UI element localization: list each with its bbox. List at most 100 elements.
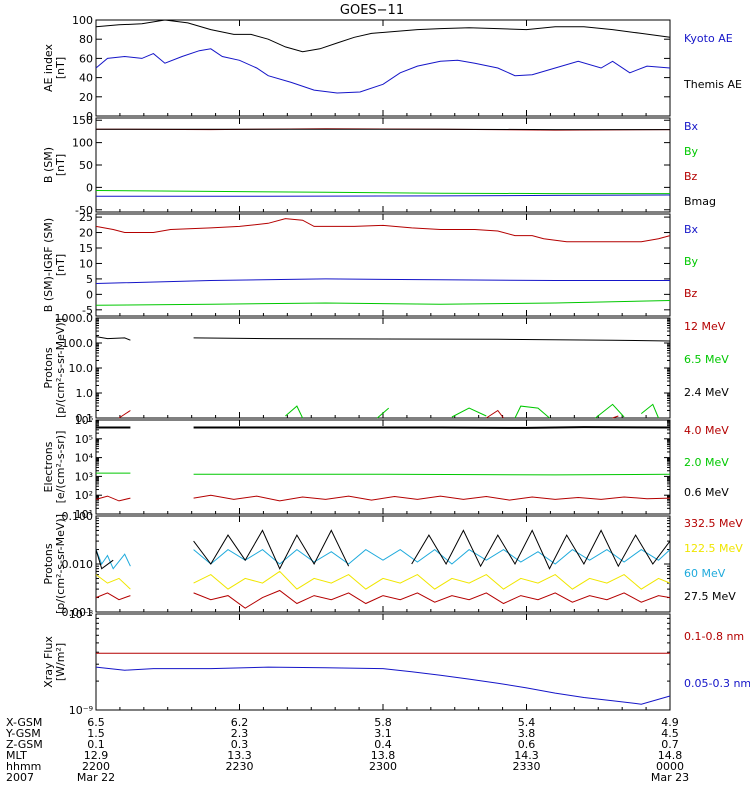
- series-line: [194, 427, 670, 428]
- ephemeris-value: 2230: [226, 760, 254, 773]
- y-axis-label: [nT]: [54, 154, 67, 176]
- legend-entry: 0.6 MeV: [684, 486, 729, 499]
- y-tick-label: 1.0: [76, 387, 94, 400]
- y-tick-label: 10⁵: [75, 433, 93, 446]
- legend-entry: Bz: [684, 170, 698, 183]
- panel-frame: [96, 20, 670, 116]
- series-line: [96, 575, 130, 590]
- panel-frame: [96, 318, 670, 418]
- ephemeris-value: Mar 22: [77, 771, 115, 784]
- y-axis-label: [nT]: [54, 254, 67, 276]
- ephemeris-value: 2330: [513, 760, 541, 773]
- series-line: [194, 474, 670, 475]
- legend-entry: 2.0 MeV: [684, 456, 729, 469]
- legend-entry: Kyoto AE: [684, 32, 733, 45]
- series-line: [515, 406, 550, 418]
- ephemeris-row-label: 2007: [6, 771, 34, 784]
- panel-5: 10¹10²10³10⁴10⁵10⁶Electrons[e/(cm²-s-sr)…: [42, 414, 729, 521]
- y-tick-label: 10³: [75, 470, 93, 483]
- legend-entry: 0.05-0.3 nm: [684, 677, 750, 690]
- series-line: [194, 550, 670, 564]
- legend-entry: 60 MeV: [684, 567, 726, 580]
- series-line: [641, 404, 658, 418]
- series-line: [96, 337, 130, 341]
- y-tick-label: 60: [79, 52, 93, 65]
- ephemeris-table: X-GSMY-GSMZ-GSMMLThhmm20076.51.50.112.92…: [5, 716, 689, 784]
- legend-entry: Bx: [684, 223, 699, 236]
- legend-entry: 332.5 MeV: [684, 517, 743, 530]
- y-tick-label: 10: [79, 257, 93, 270]
- legend-entry: By: [684, 145, 699, 158]
- series-line: [96, 49, 670, 93]
- legend-entry: 6.5 MeV: [684, 353, 729, 366]
- y-tick-label: 80: [79, 33, 93, 46]
- legend-entry: 122.5 MeV: [684, 542, 743, 555]
- series-line: [486, 411, 503, 419]
- y-tick-label: 10⁴: [75, 452, 94, 465]
- series-line: [452, 408, 486, 417]
- legend-entry: Bz: [684, 287, 698, 300]
- series-line: [595, 404, 624, 418]
- y-tick-label: 15: [79, 242, 93, 255]
- legend-entry: 4.0 MeV: [684, 424, 729, 437]
- y-tick-label: 20: [79, 227, 93, 240]
- y-tick-label: 150: [72, 114, 93, 127]
- y-tick-label: 0: [86, 181, 93, 194]
- series-line: [119, 411, 130, 419]
- y-axis-label: [p/(cm²-s-sr-MeV)]: [54, 318, 67, 418]
- panel-frame: [96, 420, 670, 514]
- legend-entry: By: [684, 255, 699, 268]
- y-tick-label: 10.0: [69, 362, 94, 375]
- y-tick-label: 10²: [75, 489, 93, 502]
- series-line: [96, 593, 130, 600]
- y-tick-label: 25: [79, 211, 93, 224]
- series-line: [194, 338, 670, 341]
- y-tick-label: 10⁻⁸: [69, 608, 94, 621]
- ephemeris-value: 2300: [369, 760, 397, 773]
- series-line: [96, 191, 670, 194]
- series-line: [96, 667, 670, 704]
- series-line: [194, 591, 670, 609]
- series-line: [194, 530, 349, 568]
- y-axis-label: [W/m²]: [54, 643, 67, 681]
- series-line: [194, 495, 670, 501]
- legend-entry: 0.1-0.8 nm: [684, 630, 744, 643]
- series-line: [96, 195, 670, 196]
- y-axis-label: [e/(cm²-s-sr)]: [54, 431, 67, 504]
- panel-6: 0.0010.0100.100Protons[p/(cm²-s-sr-MeV)]…: [42, 510, 743, 619]
- series-line: [96, 279, 670, 284]
- y-tick-label: 40: [79, 72, 93, 85]
- y-tick-label: 50: [79, 159, 93, 172]
- series-line: [96, 496, 130, 501]
- series-line: [194, 571, 670, 589]
- series-line: [96, 301, 670, 306]
- panel-frame: [96, 118, 670, 212]
- y-tick-label: 0: [86, 288, 93, 301]
- series-line: [285, 406, 302, 418]
- y-tick-label: 10⁶: [75, 414, 94, 427]
- ephemeris-value: Mar 23: [651, 771, 689, 784]
- y-axis-label: [p/(cm²-s-sr-MeV)]: [54, 514, 67, 614]
- chart-title: GOES−11: [340, 3, 404, 18]
- y-tick-label: 20: [79, 91, 93, 104]
- panel-4: 0.11.010.0100.01000.0Protons[p/(cm²-s-sr…: [42, 312, 729, 425]
- panel-frame: [96, 614, 670, 710]
- legend-entry: 2.4 MeV: [684, 386, 729, 399]
- y-tick-label: 100: [72, 137, 93, 150]
- legend-entry: 12 MeV: [684, 320, 726, 333]
- y-tick-label: 100: [72, 14, 93, 27]
- legend-entry: Themis AE: [683, 78, 742, 91]
- legend-entry: Bx: [684, 120, 699, 133]
- y-tick-label: 5: [86, 273, 93, 286]
- legend-entry: Bmag: [684, 195, 716, 208]
- series-line: [96, 219, 670, 242]
- legend-entry: 27.5 MeV: [684, 590, 736, 603]
- y-axis-label: [nT]: [54, 57, 67, 79]
